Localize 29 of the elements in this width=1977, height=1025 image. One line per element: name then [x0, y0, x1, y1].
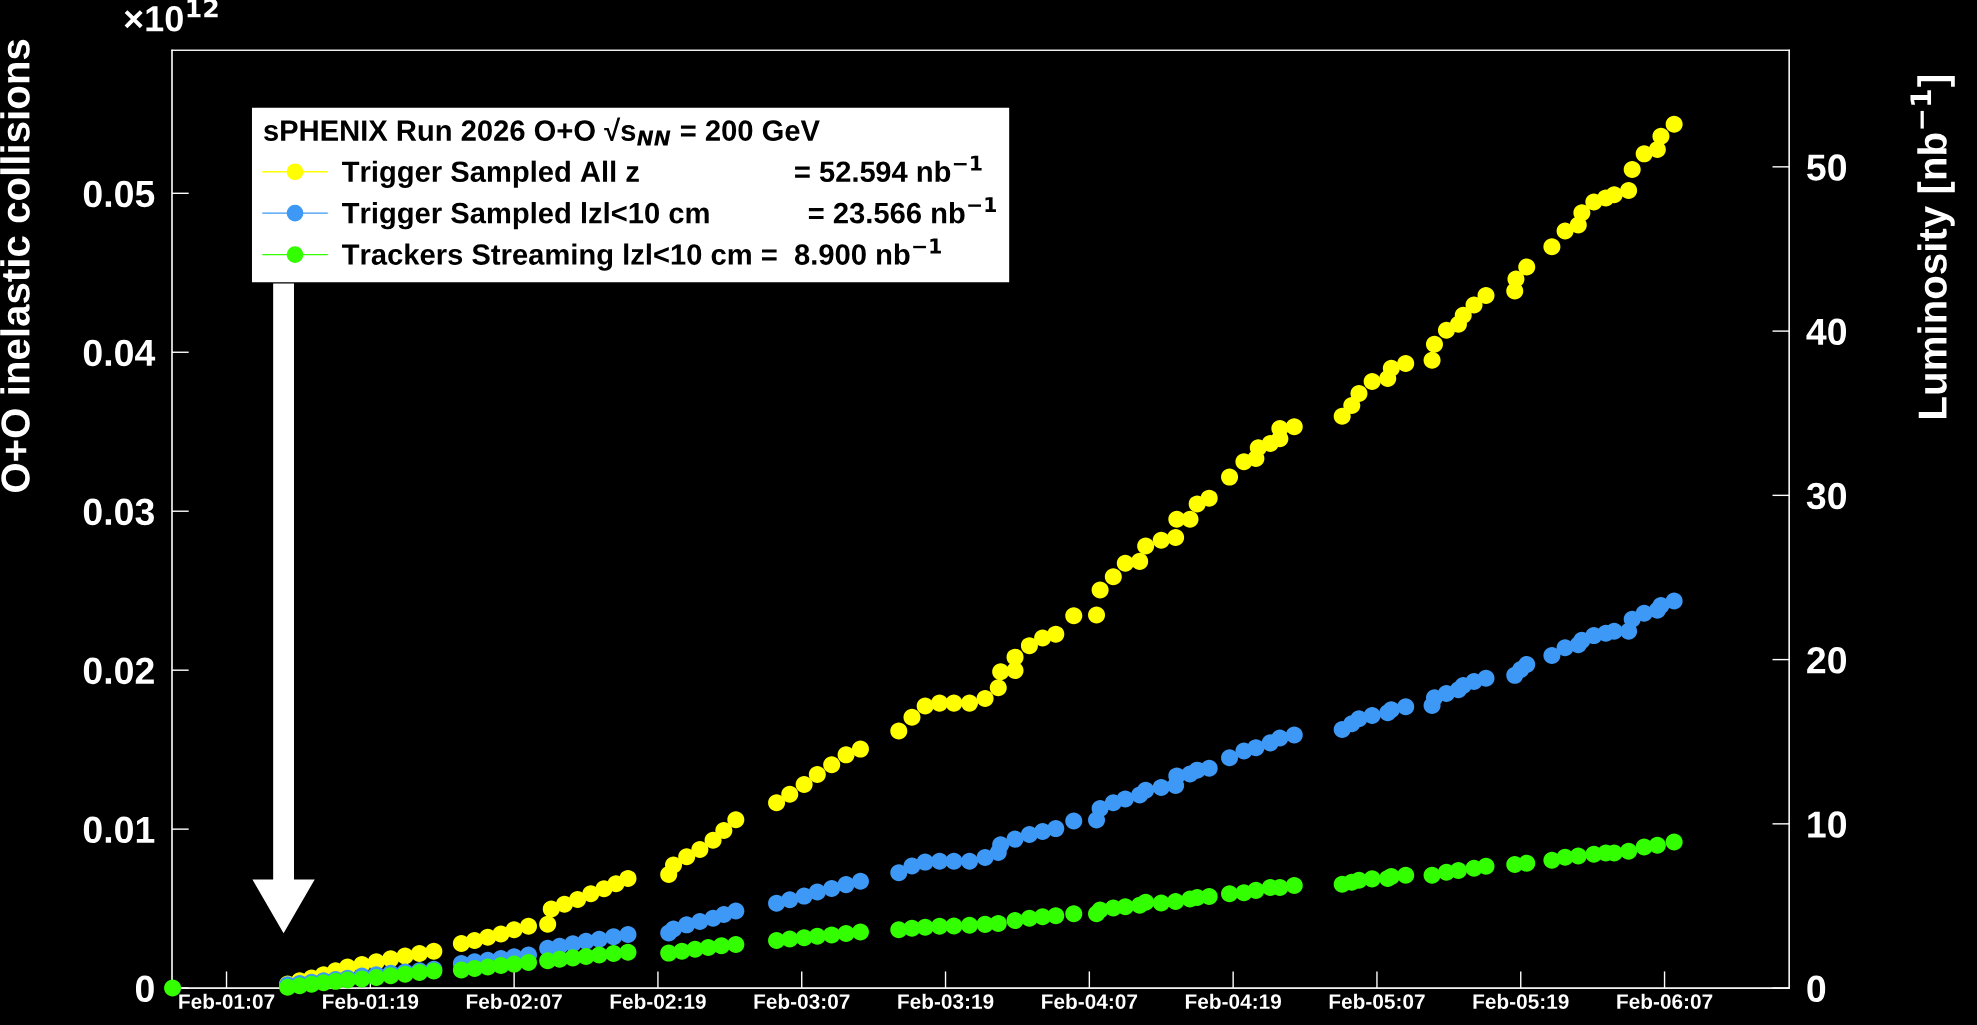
- legend-label: Trigger Sampled lzl<10 cm = 23.566 nb$^{−1}$: [342, 197, 996, 230]
- x-tick-label: Feb-04:07: [1042, 993, 1138, 1009]
- y-tick-label: 0.03: [83, 498, 154, 526]
- x-tick-label: Feb-06:07: [1617, 993, 1713, 1009]
- x-tick-label: Feb-05:19: [1473, 993, 1569, 1009]
- y-tick-label: 0.02: [83, 657, 154, 685]
- y2-tick-label: 50: [1807, 154, 1847, 181]
- x-tick-label: Feb-05:07: [1329, 993, 1425, 1009]
- y2-tick-label: 20: [1807, 647, 1847, 674]
- x-tick-label: Feb-01:19: [323, 993, 419, 1009]
- x-tick-label: Feb-04:19: [1185, 993, 1282, 1009]
- x-tick-label: Feb-03:19: [898, 993, 994, 1009]
- y-tick-label: 0.01: [83, 816, 155, 844]
- y-axis-title: O+O inelastic collisions: [0, 39, 30, 493]
- x-tick-label: Feb-02:19: [610, 993, 706, 1009]
- legend-label: Trackers Streaming lzl<10 cm = 8.900 nb$^{−1}$: [342, 238, 941, 271]
- y2-tick-label: 40: [1806, 318, 1847, 346]
- y2-axis-title: Luminosity [nb$^{−1}$]: [1910, 76, 1955, 418]
- y-tick-label: 0: [135, 975, 154, 1003]
- y-tick-label: 0.04: [83, 339, 156, 367]
- x-tick-label: Feb-03:07: [754, 993, 850, 1009]
- legend-title: sPHENIX Run 2026 O+O √s$_{NN}$ = 200 GeV: [263, 117, 820, 146]
- y2-tick-label: 10: [1808, 811, 1847, 838]
- y2-tick-label: 30: [1806, 482, 1847, 510]
- legend-label: Trigger Sampled All z = 52.594 nb$^{−1}$: [342, 155, 982, 188]
- y2-tick-label: 0: [1807, 975, 1826, 1003]
- x-tick-label: Feb-02:07: [466, 993, 562, 1009]
- y-tick-label: 0.05: [83, 180, 155, 208]
- x-tick-label: Feb-01:07: [179, 993, 275, 1009]
